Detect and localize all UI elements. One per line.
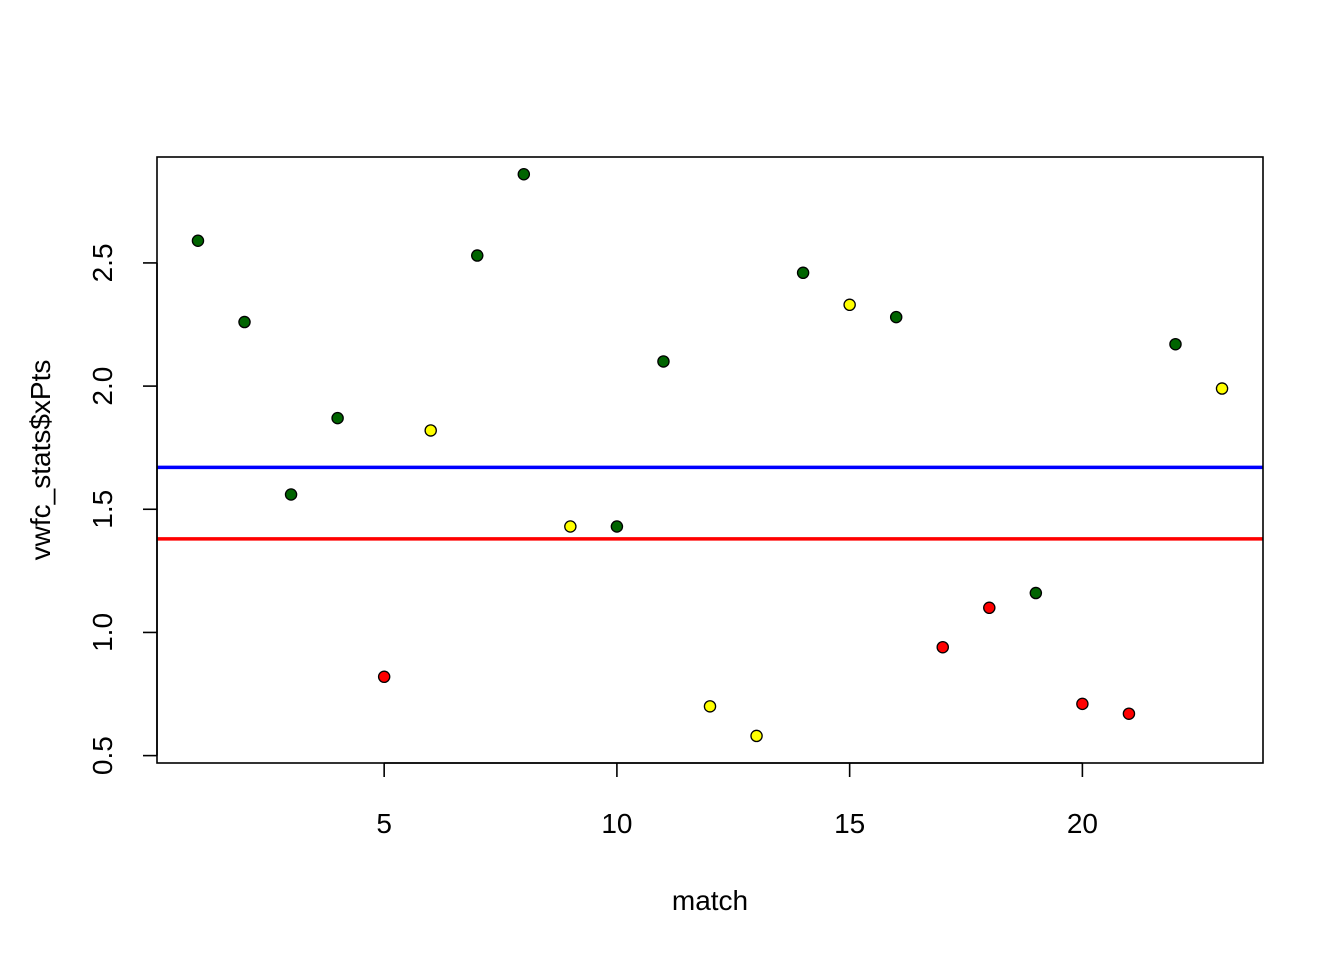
x-tick-label-2: 15: [834, 808, 865, 839]
data-point-16: [889, 310, 903, 324]
y-tick-label-4: 2.5: [87, 243, 118, 282]
data-point-1: [191, 234, 205, 248]
data-point-3: [284, 488, 298, 501]
data-point-5: [377, 670, 391, 684]
data-point-15: [843, 298, 856, 312]
y-tick-label-3: 2.0: [87, 367, 118, 406]
x-tick-label-3: 20: [1067, 808, 1098, 839]
data-point-19: [1029, 586, 1043, 600]
y-tick-label-0: 0.5: [87, 736, 118, 775]
data-point-2: [238, 315, 251, 329]
reference-lines: [157, 465, 1263, 541]
data-point-23: [1215, 382, 1229, 395]
data-point-6: [424, 424, 437, 437]
y-axis: 0.5 1.0 1.5 2.0 2.5: [87, 243, 158, 775]
data-point-17: [936, 640, 949, 654]
data-point-21: [1122, 707, 1136, 720]
y-tick-label-1: 1.0: [87, 613, 118, 652]
data-point-14: [796, 266, 810, 280]
data-point-8: [517, 167, 531, 181]
x-tick-label-1: 10: [601, 808, 632, 839]
data-point-22: [1169, 337, 1182, 351]
data-point-11: [657, 355, 670, 368]
data-points: [191, 167, 1229, 743]
plot-frame: [156, 156, 1264, 764]
x-axis: 5 10 15 20: [376, 762, 1098, 839]
data-point-10: [610, 520, 624, 533]
data-point-4: [331, 411, 344, 425]
data-point-12: [703, 700, 717, 713]
y-axis-label: vwfc_stats$xPts: [25, 360, 56, 561]
x-tick-label-0: 5: [376, 808, 392, 839]
data-point-7: [471, 249, 484, 262]
data-point-9: [564, 520, 577, 533]
y-tick-label-2: 1.5: [87, 490, 118, 529]
data-point-20: [1076, 697, 1089, 711]
data-point-18: [983, 601, 996, 615]
data-point-13: [750, 729, 763, 743]
x-axis-label: match: [672, 885, 748, 916]
